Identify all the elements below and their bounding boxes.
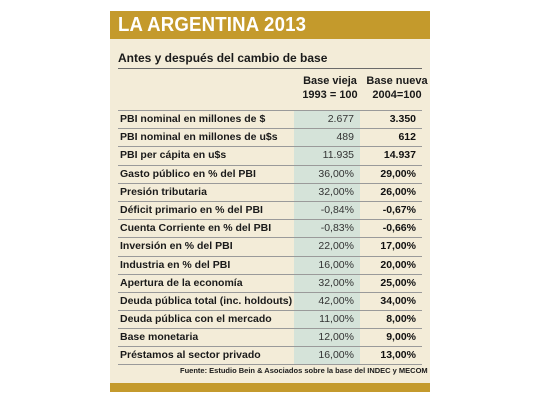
new-base-value: 8,00% bbox=[386, 313, 416, 326]
source-note: Fuente: Estudio Bein & Asociados sobre l… bbox=[180, 366, 428, 375]
row-label: Industria en % del PBI bbox=[120, 258, 231, 271]
row-label: Base monetaria bbox=[120, 331, 199, 344]
table-row: Gasto público en % del PBI 36,00% 29,00% bbox=[118, 164, 422, 183]
bottom-accent-bar bbox=[110, 383, 430, 392]
table-row: PBI nominal en millones de $ 2.677 3.350 bbox=[118, 110, 422, 129]
new-base-value: 14.937 bbox=[383, 149, 416, 162]
new-base-value: -0,67% bbox=[382, 203, 416, 216]
table-row: Base monetaria 12,00% 9,00% bbox=[118, 328, 422, 347]
row-label: PBI nominal en millones de $ bbox=[120, 113, 266, 125]
table-row: Inversión en % del PBI 22,00% 17,00% bbox=[118, 237, 422, 256]
old-base-value: 489 bbox=[294, 129, 360, 147]
column-header-old-line2: 1993 = 100 bbox=[302, 89, 358, 101]
infographic-card: LA ARGENTINA 2013 Antes y después del ca… bbox=[110, 11, 430, 392]
old-base-value: 42,00% bbox=[294, 292, 360, 311]
old-base-value: 16,00% bbox=[294, 347, 360, 364]
old-base-value: 36,00% bbox=[294, 165, 360, 183]
infographic-subtitle: Antes y después del cambio de base bbox=[118, 51, 328, 65]
table-row: Deuda pública con el mercado 11,00% 8,00… bbox=[118, 310, 422, 329]
new-base-value: 3.350 bbox=[389, 113, 416, 125]
row-label: Deuda pública total (inc. holdouts) bbox=[120, 294, 293, 307]
row-label: Apertura de la economía bbox=[120, 276, 243, 289]
new-base-value: 25,00% bbox=[380, 276, 416, 289]
old-base-value: 32,00% bbox=[294, 274, 360, 292]
table-row: Deuda pública total (inc. holdouts) 42,0… bbox=[118, 291, 422, 311]
new-base-value: 34,00% bbox=[380, 294, 416, 307]
old-base-value: 16,00% bbox=[294, 256, 360, 274]
data-table: PBI nominal en millones de $ 2.677 3.350… bbox=[118, 110, 422, 365]
infographic-title: LA ARGENTINA 2013 bbox=[118, 14, 307, 36]
old-base-value: 2.677 bbox=[294, 111, 360, 129]
old-base-value: 22,00% bbox=[294, 238, 360, 256]
row-label: Préstamos al sector privado bbox=[120, 349, 261, 362]
table-row: Industria en % del PBI 16,00% 20,00% bbox=[118, 255, 422, 274]
new-base-value: 29,00% bbox=[380, 167, 416, 180]
column-header-old-base: Base vieja 1993 = 100 bbox=[298, 74, 362, 102]
row-label: Déficit primario en % del PBI bbox=[120, 203, 263, 216]
column-header-old-line1: Base vieja bbox=[303, 75, 357, 87]
new-base-value: 612 bbox=[398, 131, 416, 144]
row-label: PBI per cápita en u$s bbox=[120, 149, 227, 162]
new-base-value: -0,66% bbox=[382, 222, 416, 235]
old-base-value: -0,84% bbox=[294, 201, 360, 220]
new-base-value: 13,00% bbox=[380, 349, 416, 362]
old-base-value: 11.935 bbox=[294, 147, 360, 165]
column-header-new-line2: 2004=100 bbox=[372, 89, 422, 101]
table-row: Presión tributaria 32,00% 26,00% bbox=[118, 182, 422, 201]
table-row: PBI nominal en millones de u$s 489 612 bbox=[118, 128, 422, 147]
row-label: PBI nominal en millones de u$s bbox=[120, 131, 278, 144]
row-label: Presión tributaria bbox=[120, 185, 207, 198]
row-label: Inversión en % del PBI bbox=[120, 240, 233, 253]
old-base-value: -0,83% bbox=[294, 220, 360, 238]
table-row: Apertura de la economía 32,00% 25,00% bbox=[118, 273, 422, 292]
new-base-value: 17,00% bbox=[380, 240, 416, 253]
subtitle-divider bbox=[118, 68, 422, 69]
old-base-value: 12,00% bbox=[294, 329, 360, 347]
row-label: Cuenta Corriente en % del PBI bbox=[120, 222, 272, 235]
column-header-new-base: Base nueva 2004=100 bbox=[366, 74, 428, 102]
table-row: PBI per cápita en u$s 11.935 14.937 bbox=[118, 146, 422, 165]
new-base-value: 20,00% bbox=[380, 258, 416, 271]
row-label: Gasto público en % del PBI bbox=[120, 167, 256, 180]
row-label: Deuda pública con el mercado bbox=[120, 313, 272, 326]
old-base-value: 11,00% bbox=[294, 311, 360, 329]
table-row: Cuenta Corriente en % del PBI -0,83% -0,… bbox=[118, 219, 422, 238]
new-base-value: 9,00% bbox=[386, 331, 416, 344]
table-row: Préstamos al sector privado 16,00% 13,00… bbox=[118, 346, 422, 365]
title-bar: LA ARGENTINA 2013 bbox=[110, 11, 430, 39]
new-base-value: 26,00% bbox=[380, 185, 416, 198]
old-base-value: 32,00% bbox=[294, 183, 360, 201]
table-row: Déficit primario en % del PBI -0,84% -0,… bbox=[118, 200, 422, 220]
column-header-new-line1: Base nueva bbox=[366, 75, 428, 87]
